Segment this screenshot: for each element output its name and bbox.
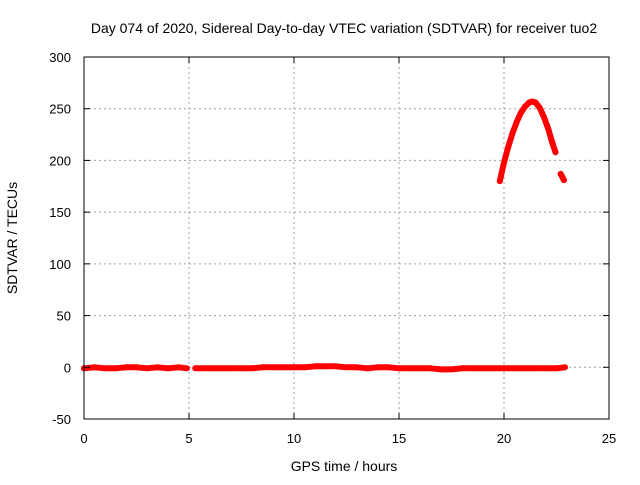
data-point [540, 114, 547, 120]
data-point [217, 365, 224, 372]
data-point [522, 365, 528, 372]
data-point [385, 364, 392, 371]
data-point [532, 99, 539, 106]
data-point [228, 365, 234, 372]
x-tick-label: 5 [185, 431, 192, 446]
x-tick-label: 25 [602, 431, 616, 446]
data-point [459, 365, 465, 372]
data-point [496, 178, 503, 185]
data-point [91, 364, 98, 371]
data-point [501, 365, 507, 372]
data-point [438, 366, 444, 373]
data-point [561, 364, 568, 371]
x-tick-label: 10 [287, 431, 301, 446]
data-point [509, 130, 516, 137]
data-point [322, 363, 329, 370]
data-point [532, 365, 539, 372]
data-point [406, 365, 413, 372]
data-point [543, 365, 549, 372]
data-point [513, 119, 520, 126]
data-point [560, 177, 567, 184]
data-point [517, 109, 524, 116]
y-tick-label: 50 [57, 309, 71, 324]
data-point [545, 125, 552, 132]
data-point [480, 365, 486, 372]
data-point [354, 364, 360, 371]
data-point [505, 144, 512, 150]
plot-frame [83, 56, 610, 420]
data-point [183, 365, 190, 372]
data-layer [81, 98, 568, 373]
data-point [192, 365, 199, 372]
data-point [270, 364, 276, 371]
data-point [343, 364, 350, 371]
ticks: 0 5 10 15 20 25 -50 0 50 100 150 200 250 300 [49, 50, 616, 446]
grid [84, 57, 609, 419]
y-tick-label: 0 [64, 360, 71, 375]
data-point [207, 365, 213, 372]
data-point [511, 365, 518, 372]
data-point [501, 159, 507, 166]
data-point [448, 366, 455, 373]
data-point [375, 364, 381, 371]
data-point [144, 365, 150, 372]
chart-title: Day 074 of 2020, Sidereal Day-to-day VTE… [91, 20, 598, 36]
data-point [238, 365, 245, 372]
data-point [396, 365, 402, 372]
data-point [312, 363, 318, 370]
x-axis-label: GPS time / hours [291, 458, 398, 474]
y-tick-label: -50 [52, 412, 71, 427]
data-point [112, 365, 119, 372]
y-tick-label: 150 [49, 205, 71, 220]
data-point [333, 363, 339, 370]
data-point [490, 365, 497, 372]
data-point [364, 365, 371, 372]
y-tick-label: 100 [49, 257, 71, 272]
x-tick-label: 20 [497, 431, 511, 446]
data-point [536, 104, 543, 111]
data-point [175, 364, 182, 371]
data-point [291, 364, 297, 371]
data-point [552, 149, 559, 156]
x-tick-label: 0 [80, 431, 87, 446]
data-point [165, 365, 171, 372]
data-point [417, 365, 423, 372]
x-tick-label: 15 [392, 431, 406, 446]
data-point [123, 364, 129, 371]
y-tick-label: 300 [49, 50, 71, 65]
data-point [553, 365, 560, 372]
data-point [249, 365, 255, 372]
y-axis-label: SDTVAR / TECUs [4, 182, 20, 294]
data-point [102, 365, 108, 372]
data-point [469, 365, 476, 372]
data-point [549, 139, 556, 146]
y-tick-label: 250 [49, 102, 71, 117]
data-point [427, 365, 434, 372]
data-point [280, 364, 287, 371]
data-point [154, 364, 161, 371]
series-segment [496, 98, 559, 185]
data-point [301, 364, 308, 371]
data-point [259, 364, 266, 371]
data-point [133, 364, 140, 371]
data-point [522, 103, 528, 110]
y-tick-label: 200 [49, 153, 71, 168]
